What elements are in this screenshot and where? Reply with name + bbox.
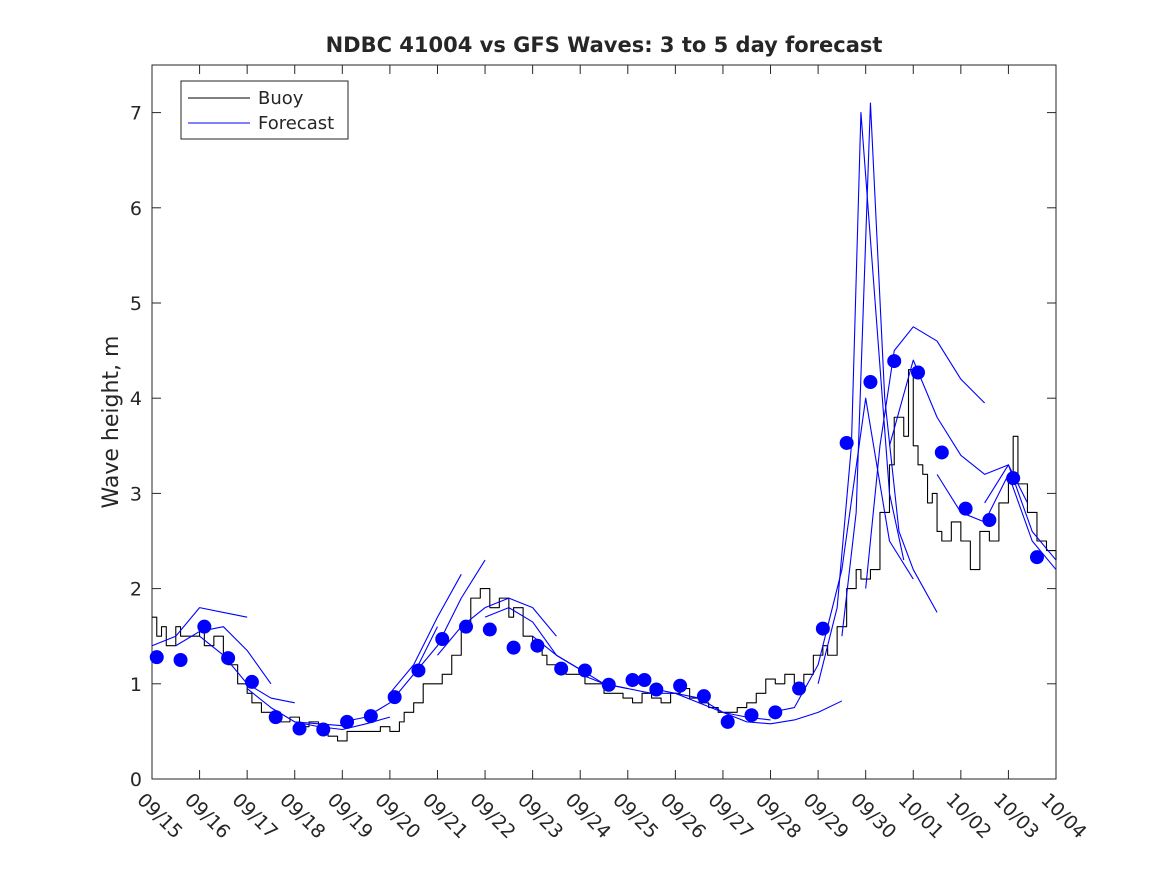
- forecast-point-marker: [411, 663, 426, 678]
- forecast-series-line-14: [698, 697, 843, 725]
- forecast-point-marker: [815, 621, 830, 636]
- forecast-series-line-2: [175, 626, 272, 685]
- forecast-point-marker: [934, 445, 949, 460]
- forecast-point-marker: [887, 354, 902, 369]
- legend-label-forecast: Forecast: [258, 113, 334, 134]
- x-tick-label: 10/02: [941, 789, 995, 843]
- forecast-point-marker: [459, 619, 474, 634]
- forecast-point-marker: [744, 708, 759, 723]
- x-tick-label: 09/19: [323, 789, 377, 843]
- forecast-point-marker: [221, 651, 236, 666]
- y-axis-label: Wave height, m: [99, 336, 124, 509]
- forecast-point-marker: [506, 640, 521, 655]
- forecast-point-marker: [268, 710, 283, 725]
- x-tick-label: 09/21: [418, 789, 472, 843]
- legend: Buoy Forecast: [180, 80, 349, 140]
- axes-frame: [151, 64, 1057, 780]
- forecast-series-line-1: [151, 607, 248, 647]
- chart-title: NDBC 41004 vs GFS Waves: 3 to 5 day fore…: [326, 33, 883, 57]
- forecast-point-marker: [173, 653, 188, 667]
- forecast-point-marker: [696, 689, 711, 704]
- forecast-series-line-12: [580, 673, 700, 699]
- x-tick-label: 09/25: [608, 789, 662, 843]
- forecast-series-line-6: [342, 626, 438, 723]
- forecast-point-marker: [768, 705, 783, 720]
- forecast-point-marker: [673, 678, 688, 693]
- x-tick-label: 09/29: [799, 789, 853, 843]
- forecast-series-line-8: [413, 559, 486, 675]
- y-tick-label: 2: [130, 579, 142, 601]
- axes-box: [151, 64, 1057, 780]
- forecast-point-marker: [292, 721, 307, 736]
- x-tick-label: 09/20: [370, 789, 424, 843]
- x-tick-label: 09/23: [513, 789, 567, 843]
- forecast-point-marker: [577, 663, 592, 678]
- x-tick-label: 10/03: [989, 789, 1043, 843]
- x-tick-label: 09/17: [228, 789, 282, 843]
- forecast-point-marker: [482, 622, 497, 637]
- forecast-point-marker: [839, 435, 854, 450]
- forecast-point-marker: [554, 661, 569, 676]
- plot-area: [149, 102, 1057, 742]
- y-tick-label: 1: [130, 674, 142, 696]
- forecast-point-marker: [625, 672, 640, 687]
- forecast-series-line-9: [437, 597, 557, 656]
- y-tick-label: 6: [130, 198, 142, 220]
- buoy-series-line: [152, 369, 1057, 742]
- forecast-point-marker: [197, 619, 212, 634]
- x-tick-label: 09/18: [275, 789, 329, 843]
- x-tick-label: 10/04: [1036, 789, 1090, 843]
- x-tick-label: 09/24: [561, 789, 615, 843]
- forecast-series-line-17: [841, 102, 938, 637]
- forecast-point-marker: [958, 501, 973, 516]
- forecast-point-marker: [149, 650, 164, 665]
- forecast-point-marker: [649, 682, 664, 697]
- x-tick-label: 09/30: [846, 789, 900, 843]
- x-tick-label: 09/16: [180, 789, 234, 843]
- forecast-series-line-18: [865, 326, 986, 589]
- forecast-point-marker: [387, 690, 402, 705]
- forecast-point-marker: [863, 375, 878, 390]
- forecast-point-marker: [792, 681, 807, 696]
- y-tick-label: 7: [130, 103, 142, 125]
- forecast-point-marker: [1029, 550, 1044, 565]
- forecast-point-marker: [982, 513, 997, 528]
- y-tick-label: 0: [130, 769, 142, 791]
- x-tick-label: 09/26: [656, 789, 710, 843]
- y-tick-label: 3: [130, 483, 142, 505]
- legend-box: [180, 80, 349, 140]
- forecast-series-line-7: [389, 574, 462, 694]
- forecast-point-marker: [720, 714, 735, 729]
- x-tick-label: 09/28: [751, 789, 805, 843]
- y-axis-ticks: 0 1 2 3 4 5 6 7: [130, 103, 1056, 791]
- forecast-point-marker: [530, 638, 545, 653]
- x-tick-label: 09/15: [132, 789, 186, 843]
- forecast-series-line-15: [770, 397, 914, 713]
- forecast-point-marker: [340, 714, 355, 729]
- y-tick-label: 4: [130, 388, 142, 410]
- x-tick-label: 10/01: [894, 789, 948, 843]
- forecast-point-marker: [363, 709, 378, 724]
- x-tick-label: 09/27: [703, 789, 757, 843]
- forecast-series-line-20: [936, 473, 1057, 570]
- legend-label-buoy: Buoy: [258, 88, 304, 109]
- forecast-point-marker: [316, 722, 331, 737]
- forecast-point-marker: [601, 677, 616, 692]
- forecast-point-marker: [244, 674, 259, 689]
- x-tick-label: 09/22: [466, 789, 520, 843]
- forecast-point-marker: [637, 672, 652, 687]
- forecast-series-line-16: [817, 112, 905, 684]
- y-tick-label: 5: [130, 293, 142, 315]
- forecast-point-marker: [435, 632, 450, 647]
- forecast-point-marker: [911, 365, 926, 380]
- forecast-point-marker: [1006, 471, 1021, 486]
- forecast-series-line-21: [984, 464, 1057, 561]
